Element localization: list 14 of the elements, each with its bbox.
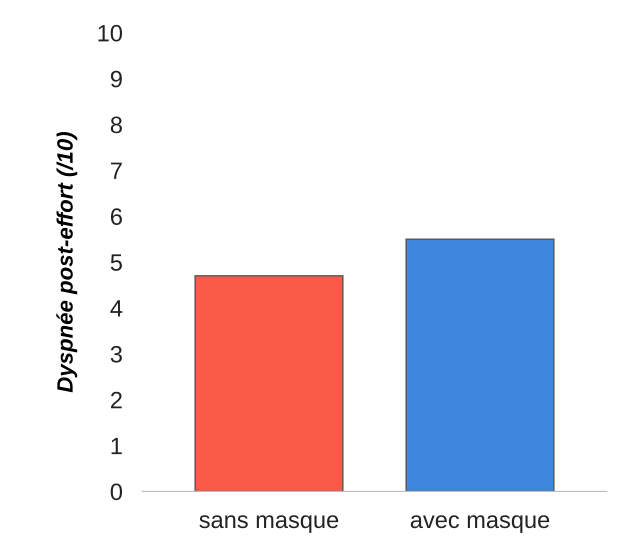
y-tick-label: 2 [110,392,122,408]
y-tick-label: 8 [110,116,122,134]
y-axis-title: Dyspnée post-effort (/10) [56,132,78,392]
y-tick-label: 6 [110,208,122,226]
y-tick-label: 4 [110,300,122,316]
x-tick-label: avec masque [410,515,550,533]
y-tick-label: 1 [112,438,122,454]
y-tick-label: 3 [110,346,122,363]
y-tick-label: 7 [111,162,122,179]
y-tick-label: 0 [110,483,122,500]
y-tick-label: 5 [110,254,122,271]
y-tick-label: 9 [110,70,122,88]
y-tick-label: 10 [98,24,122,42]
x-tick-label: sans masque [199,515,338,533]
